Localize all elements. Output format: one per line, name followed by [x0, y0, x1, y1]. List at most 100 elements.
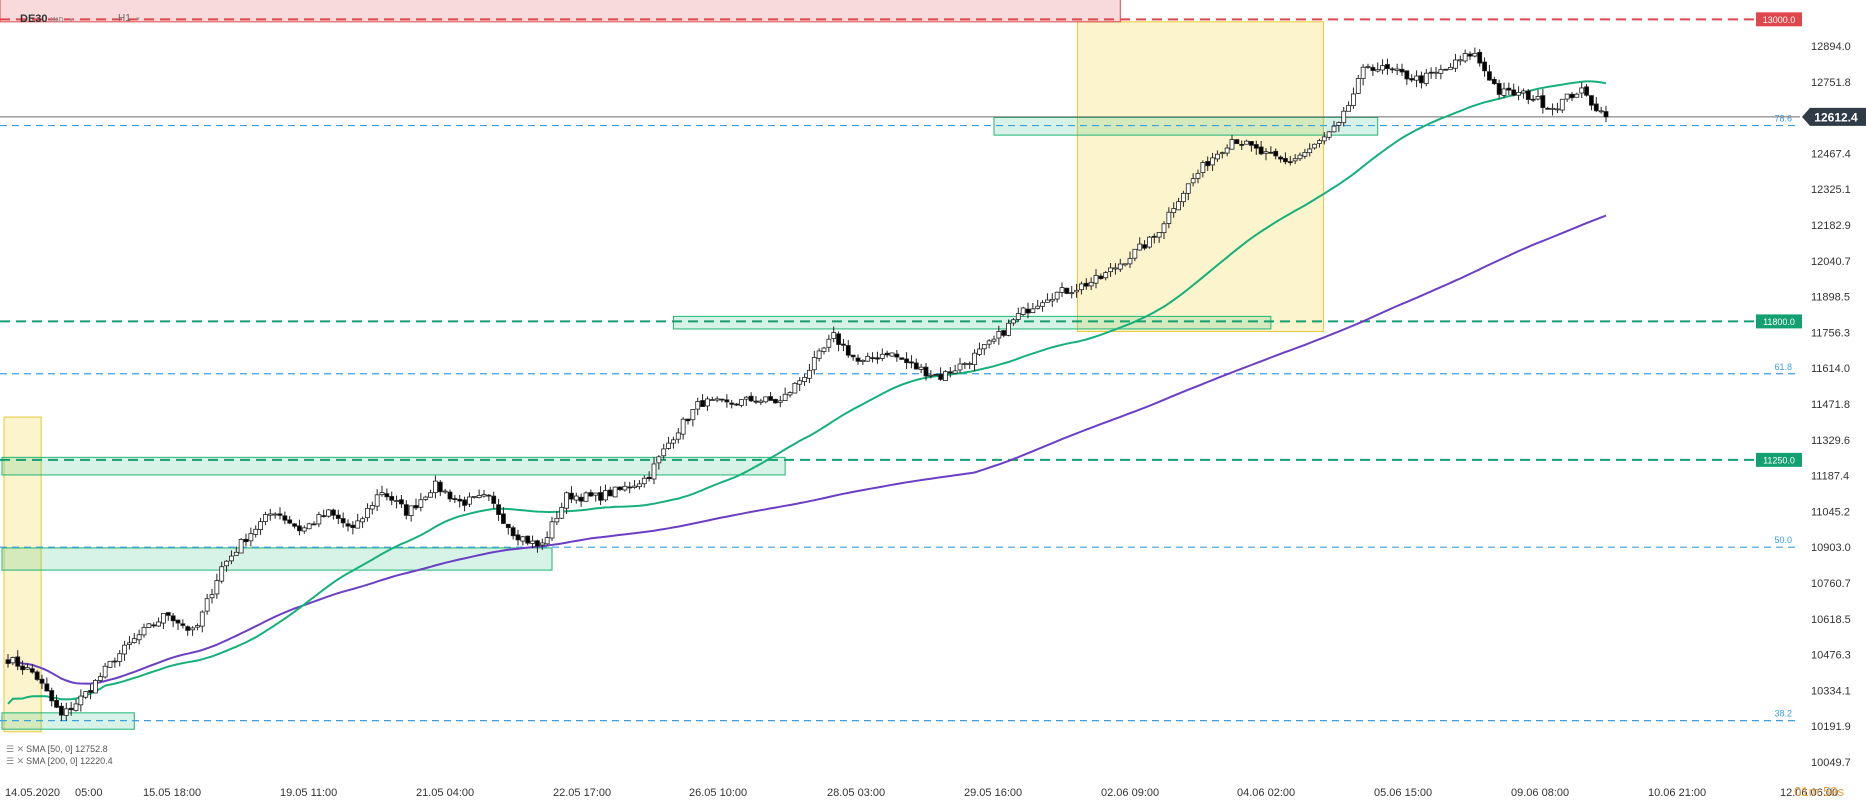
candle	[1176, 197, 1181, 211]
candle-body	[909, 361, 914, 364]
candle	[1351, 87, 1356, 109]
candle-body	[97, 676, 103, 681]
candle-body	[180, 623, 186, 626]
indicator-settings-icon[interactable]: ☰ ✕	[6, 744, 25, 754]
timeframe-label: H1	[118, 13, 131, 24]
candle-body	[875, 357, 880, 360]
candle-body	[539, 542, 545, 546]
candle	[287, 515, 293, 525]
candle	[1001, 330, 1007, 338]
y-tick-label: 10476.3	[1811, 650, 1851, 662]
candle	[748, 392, 754, 403]
candle	[918, 363, 924, 374]
zone-green-low	[1, 547, 553, 571]
candle-body	[685, 418, 691, 422]
candle	[1219, 151, 1225, 159]
candle-body	[661, 448, 667, 457]
indicator-settings-icon[interactable]: ☰ ✕	[6, 756, 25, 766]
candle-body	[350, 524, 356, 529]
x-tick-label: 12.06 06:00	[1780, 787, 1838, 799]
candle	[1273, 148, 1279, 160]
timeframe-selector[interactable]: H1 ▾	[118, 13, 140, 24]
candle-body	[1584, 86, 1589, 96]
candle-body	[491, 495, 497, 504]
candle	[272, 512, 278, 519]
candle-body	[127, 642, 132, 645]
candle-body	[1555, 108, 1560, 111]
candle	[1054, 291, 1060, 303]
candle-body	[156, 621, 161, 627]
candle	[1550, 103, 1555, 116]
candle	[1006, 319, 1011, 337]
candle-body	[1482, 61, 1487, 72]
candle-body	[1433, 71, 1439, 74]
fib-label-1: 61.8	[1774, 362, 1792, 372]
candle-body	[593, 492, 599, 496]
candle	[1190, 173, 1196, 187]
candle-body	[73, 703, 79, 711]
candle	[1423, 69, 1429, 87]
candle-body	[340, 518, 346, 524]
legend-sma50[interactable]: ☰ ✕ SMA [50, 0] 12752.8	[6, 744, 108, 755]
candle-body	[588, 492, 594, 497]
candle-body	[1011, 319, 1016, 324]
candle	[962, 361, 968, 369]
legend-sma50-label: SMA [50, 0] 12752.8	[26, 744, 108, 754]
candle-body	[1535, 96, 1541, 100]
candle-body	[777, 400, 783, 403]
x-tick-label: 19.05 11:00	[280, 787, 337, 799]
legend-sma200[interactable]: ☰ ✕ SMA [200, 0] 12220.4	[6, 756, 113, 767]
y-tick-label: 11756.3	[1811, 327, 1850, 339]
candle-body	[1438, 69, 1444, 74]
candle	[1457, 55, 1463, 66]
candle	[1540, 88, 1546, 114]
y-tick-label: 12467.4	[1811, 148, 1851, 160]
candle	[1559, 98, 1565, 114]
candle	[1040, 300, 1045, 312]
candle	[1477, 49, 1483, 67]
candle-body	[297, 525, 302, 532]
candle	[1074, 283, 1079, 298]
y-tick-label: 12894.0	[1811, 41, 1851, 53]
candle	[1409, 74, 1415, 83]
candle-body	[1195, 173, 1201, 179]
candle	[476, 489, 482, 499]
candle-body	[607, 489, 613, 497]
candle-body	[1127, 258, 1133, 265]
candle	[501, 507, 506, 525]
candle-body	[457, 498, 463, 502]
candle-body	[845, 345, 851, 356]
candle	[1025, 302, 1031, 319]
candle-body	[675, 432, 681, 440]
candle-body	[1419, 75, 1424, 84]
candle-body	[1370, 67, 1376, 71]
candle-body	[199, 611, 205, 627]
candle-body	[1088, 281, 1094, 287]
candle-body	[525, 535, 531, 544]
candle	[1045, 293, 1050, 303]
candle-body	[267, 513, 273, 516]
x-tick-label: 15.05 18:00	[143, 787, 201, 799]
candle	[539, 538, 545, 551]
candle-body	[1462, 53, 1468, 62]
highlight-zone-right	[1076, 21, 1324, 332]
candle-body	[1389, 68, 1395, 71]
candle-body	[773, 398, 778, 404]
level-badge-label-1: 11800.0	[1763, 317, 1795, 327]
candle	[20, 660, 25, 675]
y-tick-label: 12325.1	[1811, 184, 1851, 196]
x-tick-label: 28.05 03:00	[827, 787, 885, 799]
candle-body	[1603, 111, 1609, 118]
chevron-down-icon[interactable]: ▾	[67, 17, 74, 24]
candle-body	[321, 515, 327, 518]
candle	[1487, 64, 1492, 81]
candle	[569, 486, 574, 503]
candle-body	[1302, 151, 1308, 157]
candle	[622, 481, 628, 492]
candle	[811, 350, 817, 375]
candle	[369, 501, 375, 515]
candle-body	[739, 399, 744, 406]
y-tick-label: 12182.9	[1811, 220, 1851, 232]
instrument-selector[interactable]: DE30 IND ▾	[20, 13, 74, 25]
